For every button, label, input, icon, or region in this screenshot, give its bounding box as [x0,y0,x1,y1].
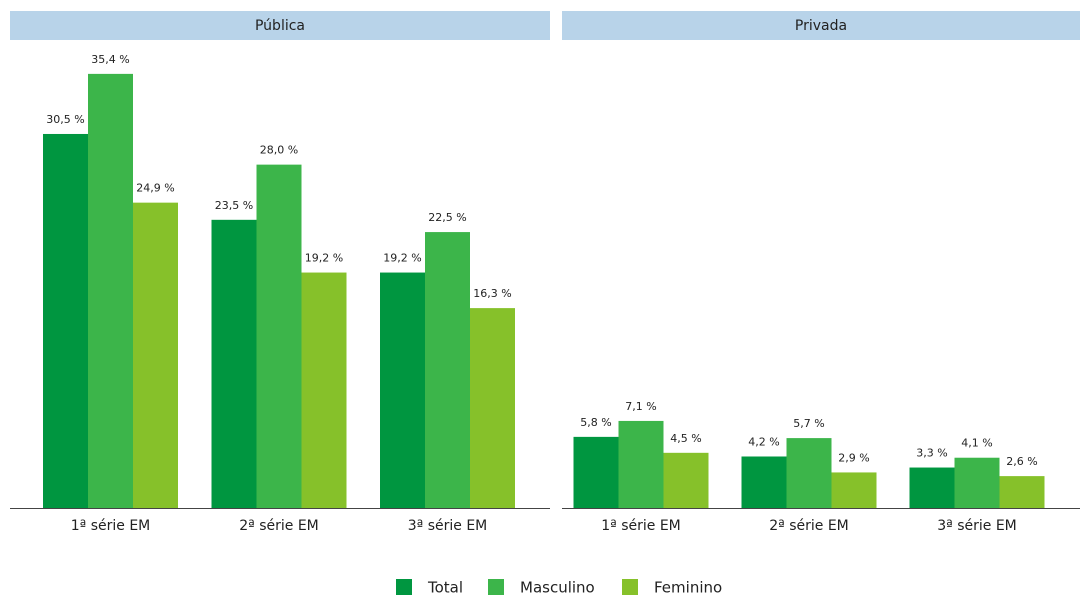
x-tick-label: 2ª série EM [769,518,849,534]
value-label: 7,1 % [625,400,656,413]
panel-title: Pública [255,18,305,34]
value-label: 4,5 % [670,432,701,445]
legend-swatch [488,579,504,595]
value-label: 4,2 % [748,435,779,448]
bar [663,452,709,508]
x-tick-label: 2ª série EM [239,518,319,534]
legend-swatch [622,579,638,595]
bar [831,472,877,508]
x-tick-label: 1ª série EM [601,518,681,534]
bar [43,133,88,508]
value-label: 24,9 % [136,182,174,195]
value-label: 19,2 % [383,252,421,265]
bar [999,476,1045,508]
bar [470,308,515,508]
legend-label: Total [427,579,463,596]
value-label: 28,0 % [260,144,298,157]
bar [741,456,787,508]
bar [909,467,955,508]
x-tick-label: 1ª série EM [71,518,151,534]
value-label: 30,5 % [46,113,84,126]
x-tick-label: 3ª série EM [408,518,488,534]
x-tick-label: 3ª série EM [937,518,1017,534]
bar [618,420,664,508]
value-label: 22,5 % [428,211,466,224]
value-label: 19,2 % [305,252,343,265]
panel-header [10,11,550,40]
value-label: 2,9 % [838,451,869,464]
bar [133,202,178,508]
bar [211,219,257,508]
value-label: 16,3 % [473,287,511,300]
legend-label: Masculino [520,579,595,596]
bar [256,164,302,508]
panel-title: Privada [795,18,847,34]
value-label: 23,5 % [215,199,253,212]
value-label: 35,4 % [91,53,129,66]
legend-label: Feminino [654,579,722,596]
bar [954,457,1000,508]
bar [88,73,133,508]
bar [301,272,347,508]
bar [786,438,832,508]
value-label: 5,8 % [580,416,611,429]
bar [380,272,425,508]
bar [573,436,619,508]
value-label: 5,7 % [793,417,824,430]
value-label: 3,3 % [916,447,947,460]
panel-header [562,11,1080,40]
value-label: 2,6 % [1006,455,1037,468]
value-label: 4,1 % [961,437,992,450]
bar [425,232,470,508]
legend-swatch [396,579,412,595]
